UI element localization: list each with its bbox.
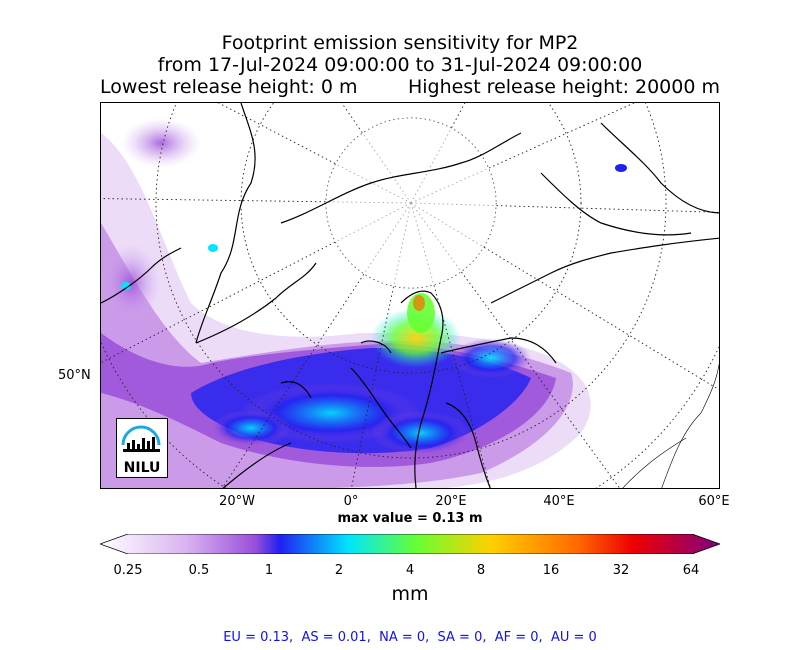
- colorbar-tick: 8: [476, 563, 486, 578]
- colorbar-tick: 0.5: [188, 563, 210, 578]
- longitude-label-20w: 20°W: [219, 494, 255, 509]
- colorbar: [100, 534, 720, 554]
- colorbar-tick: 32: [612, 563, 630, 578]
- colorbar-tick: 1: [264, 563, 274, 578]
- colorbar-tick: 2: [334, 563, 344, 578]
- longitude-label-60e: 60°E: [698, 494, 730, 509]
- footprint-map: NILU: [100, 102, 720, 489]
- latitude-label-50n: 50°N: [58, 368, 91, 383]
- colorbar-tick: 16: [542, 563, 560, 578]
- colorbar-tick: 4: [405, 563, 415, 578]
- coastlines: [101, 103, 719, 488]
- longitude-label-40e: 40°E: [543, 494, 575, 509]
- sensitivity-field: [101, 118, 627, 488]
- plot-title: Footprint emission sensitivity for MP2: [221, 32, 579, 54]
- max-value-label: max value = 0.13 m: [337, 511, 483, 526]
- lowest-release-height: Lowest release height: 0 m: [100, 76, 358, 98]
- map-canvas: [101, 103, 719, 488]
- plot-period: from 17-Jul-2024 09:00:00 to 31-Jul-2024…: [157, 54, 643, 76]
- longitude-label-20e: 20°E: [435, 494, 467, 509]
- colorbar-tick: 64: [682, 563, 700, 578]
- borders: [622, 363, 719, 488]
- colorbar-tick: 0.25: [113, 563, 143, 578]
- highest-release-height: Highest release height: 20000 m: [407, 76, 720, 98]
- nilu-logo-graphic: [121, 425, 161, 452]
- longitude-label-0: 0°: [343, 494, 359, 509]
- nilu-logo-text: NILU: [123, 460, 161, 476]
- colorbar-unit: mm: [391, 583, 429, 605]
- polar-cap: [326, 118, 496, 288]
- nilu-logo: NILU: [116, 418, 168, 478]
- region-summary: EU = 0.13, AS = 0.01, NA = 0, SA = 0, AF…: [223, 630, 597, 645]
